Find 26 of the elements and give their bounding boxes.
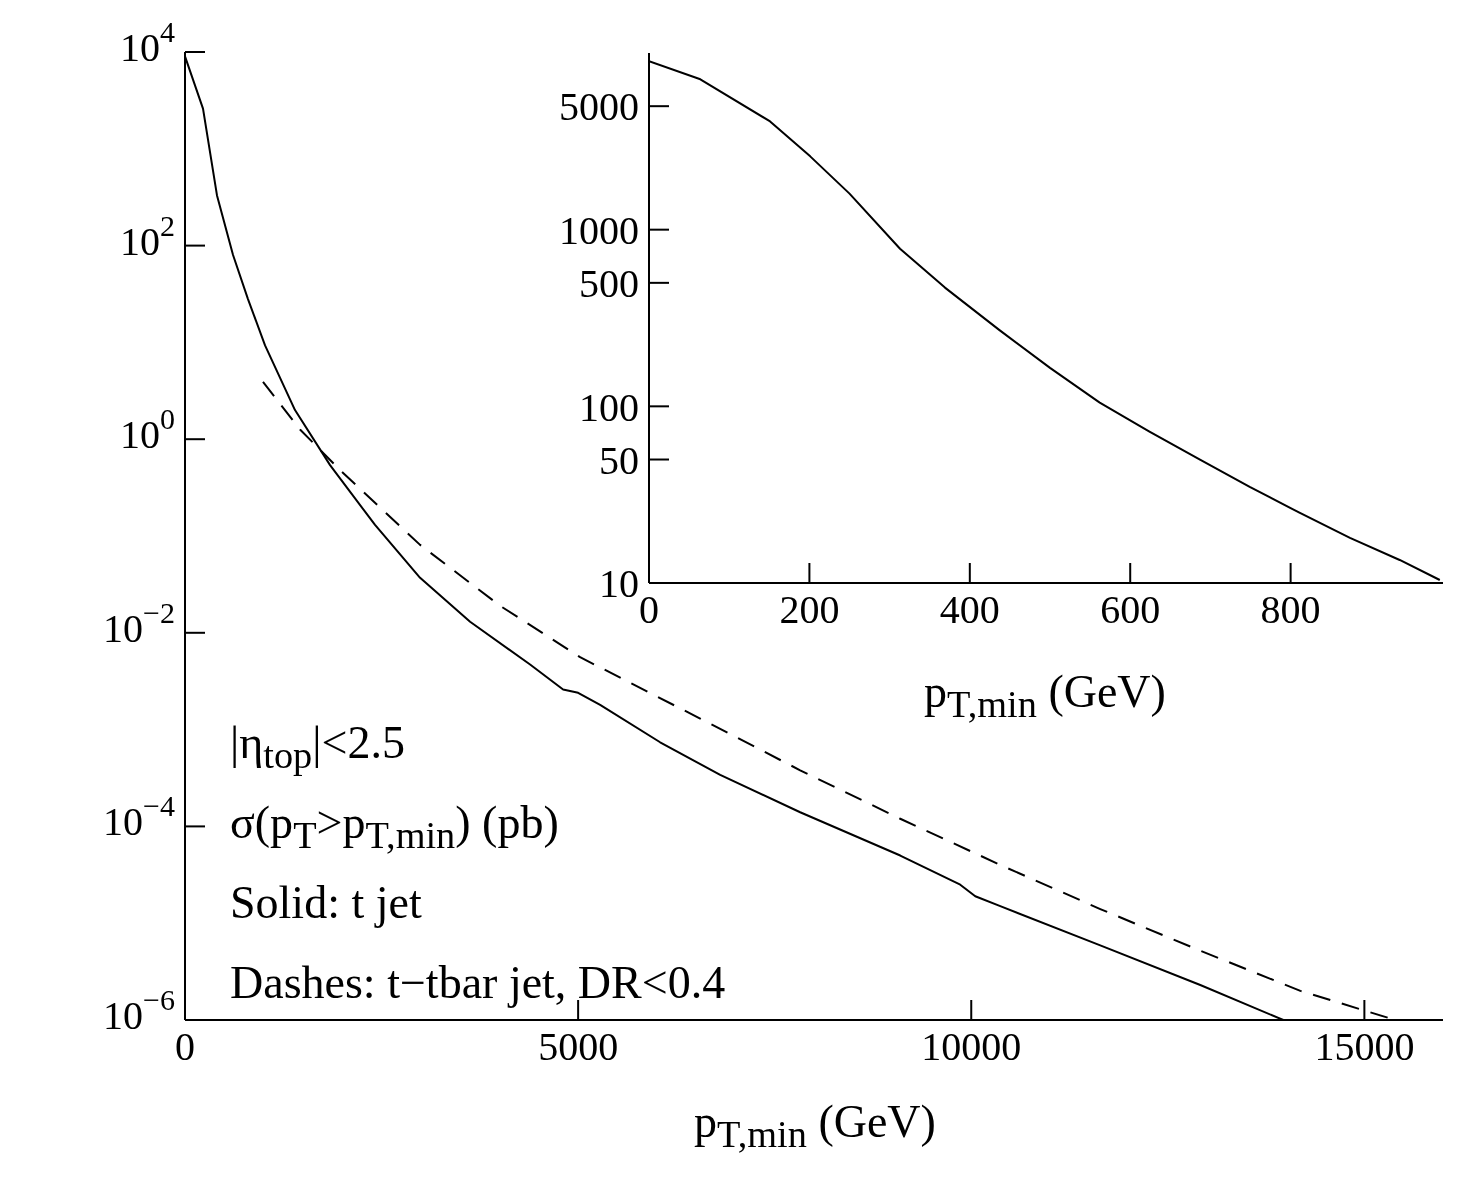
y-tick-label: 10$^{−4}$ [103, 789, 175, 845]
x-tick-label: 10000 [921, 1024, 1022, 1070]
y-tick-label: 10 [599, 561, 639, 607]
x-tick-label: 600 [1100, 587, 1161, 633]
annotation: |η$_{top}$|<2.5 [230, 716, 405, 779]
x-tick-label: 200 [779, 587, 840, 633]
y-tick-label: 500 [579, 261, 639, 307]
x-axis-title: p$_{T,min}$ (GeV) [924, 665, 1166, 727]
x-tick-label: 800 [1260, 587, 1321, 633]
y-tick-label: 10$^{2}$ [120, 208, 175, 264]
y-tick-label: 10$^{−6}$ [103, 983, 175, 1039]
x-tick-label: 0 [175, 1024, 195, 1070]
y-tick-label: 10$^{0}$ [120, 402, 175, 458]
x-tick-label: 400 [939, 587, 1000, 633]
y-tick-label: 50 [599, 437, 639, 483]
y-tick-label: 100 [579, 384, 639, 430]
y-tick-label: 10$^{−2}$ [103, 596, 175, 651]
annotation: σ(p$_{T}$>p$_{T,min}$) (pb) [230, 796, 559, 859]
x-tick-label: 0 [639, 587, 659, 633]
x-axis-title: p$_{T,min}$ (GeV) [694, 1095, 936, 1157]
annotation: Solid: t jet [230, 876, 422, 930]
x-tick-label: 15000 [1314, 1024, 1415, 1070]
y-tick-label: 5000 [559, 84, 639, 130]
annotation: Dashes: t−tbar jet, DR<0.4 [230, 956, 726, 1010]
y-tick-label: 10$^{4}$ [120, 15, 175, 71]
y-tick-label: 1000 [559, 207, 639, 253]
